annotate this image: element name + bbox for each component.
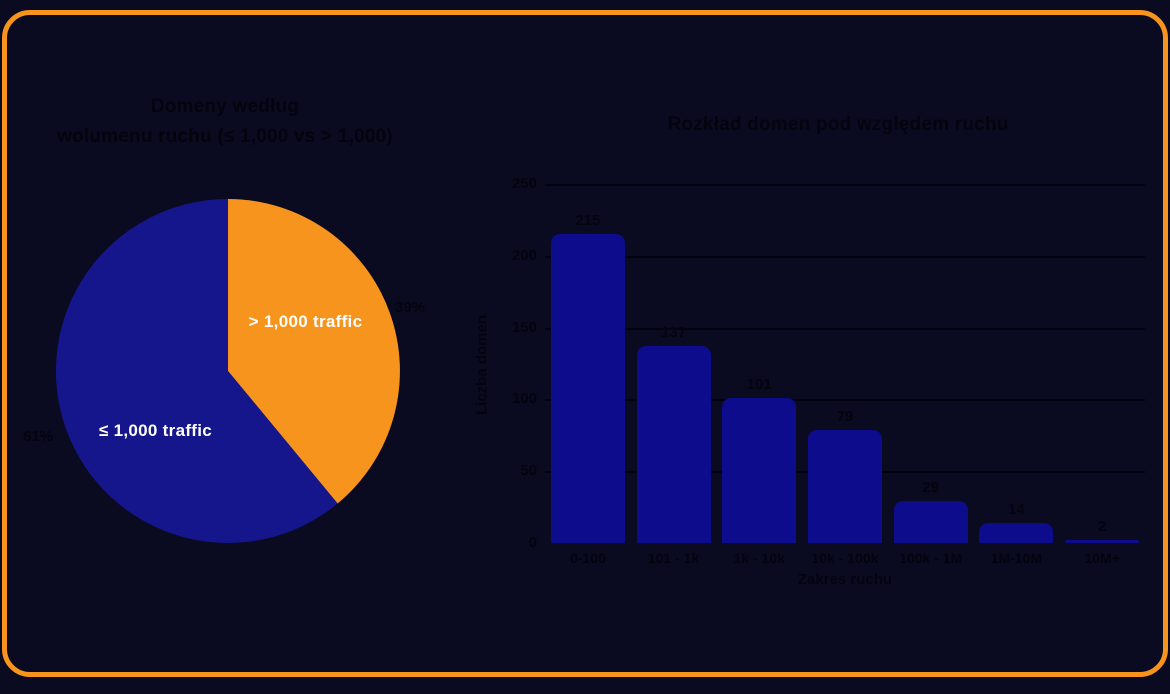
y-axis-tick-label: 0 bbox=[528, 534, 537, 551]
gridline bbox=[545, 255, 1145, 258]
bar bbox=[550, 234, 625, 543]
y-axis-tick-label: 250 bbox=[511, 175, 537, 192]
bar-value-label: 137 bbox=[661, 324, 687, 342]
bar-value-label: 14 bbox=[1008, 500, 1025, 518]
y-axis-tick-label: 100 bbox=[511, 390, 537, 408]
pie-title-line1: Domeny według bbox=[150, 96, 300, 117]
bar-chart-title: Rozkład domen pod względem ruchu bbox=[667, 114, 1009, 135]
bar-value-label: 215 bbox=[575, 212, 601, 230]
x-axis-category-label: 10M+ bbox=[1084, 550, 1120, 566]
pie-slice bbox=[228, 199, 400, 504]
y-axis-title-text: Liczba domen bbox=[473, 314, 491, 416]
bar bbox=[1065, 540, 1140, 543]
y-axis-tick-label: 150 bbox=[511, 318, 537, 336]
pie-slice bbox=[55, 198, 338, 543]
bar bbox=[808, 429, 882, 543]
pie-chart-title: Domeny według wolumenu ruchu (≤ 1,000 vs… bbox=[0, 92, 450, 152]
y-axis-tick-label: 50 bbox=[520, 462, 537, 480]
pie-percent-label-over-1000: 39% bbox=[394, 299, 426, 316]
bar-plot-area: 215 137 101 79 29 14 2 bbox=[545, 184, 1145, 543]
bar bbox=[722, 398, 797, 543]
pie-slice-label-over-1000: > 1,000 traffic bbox=[248, 312, 363, 331]
pie-title-line2: wolumenu ruchu (≤ 1,000 vs > 1,000) bbox=[57, 126, 393, 147]
bar bbox=[636, 346, 711, 543]
x-axis-category-label: 100k - 1M bbox=[899, 550, 963, 566]
x-axis-category-label: 10k - 100k bbox=[811, 550, 879, 566]
x-axis-title: Zakres ruchu bbox=[797, 571, 893, 588]
x-axis-category-label: 1k - 10k bbox=[733, 550, 785, 566]
gridline bbox=[545, 184, 1145, 186]
x-axis-category-label: 101 - 1k bbox=[647, 550, 700, 566]
bar-value-label: 101 bbox=[746, 376, 772, 393]
gridline bbox=[545, 399, 1145, 402]
y-axis-tick-label: 200 bbox=[511, 246, 537, 264]
x-axis-category-label: 1M-10M bbox=[990, 550, 1043, 566]
bar-value-label: 2 bbox=[1097, 518, 1107, 535]
bar-value-label: 79 bbox=[836, 407, 854, 425]
bar bbox=[979, 522, 1054, 543]
pie-chart bbox=[55, 198, 400, 543]
bar bbox=[893, 501, 968, 543]
pie-slice-label-under-1000: ≤ 1,000 traffic bbox=[98, 421, 213, 440]
gridline bbox=[545, 327, 1145, 330]
x-axis-category-label: 0-100 bbox=[569, 550, 606, 566]
bar-value-label: 29 bbox=[922, 479, 940, 497]
pie-percent-label-under-1000: 61% bbox=[22, 428, 54, 445]
